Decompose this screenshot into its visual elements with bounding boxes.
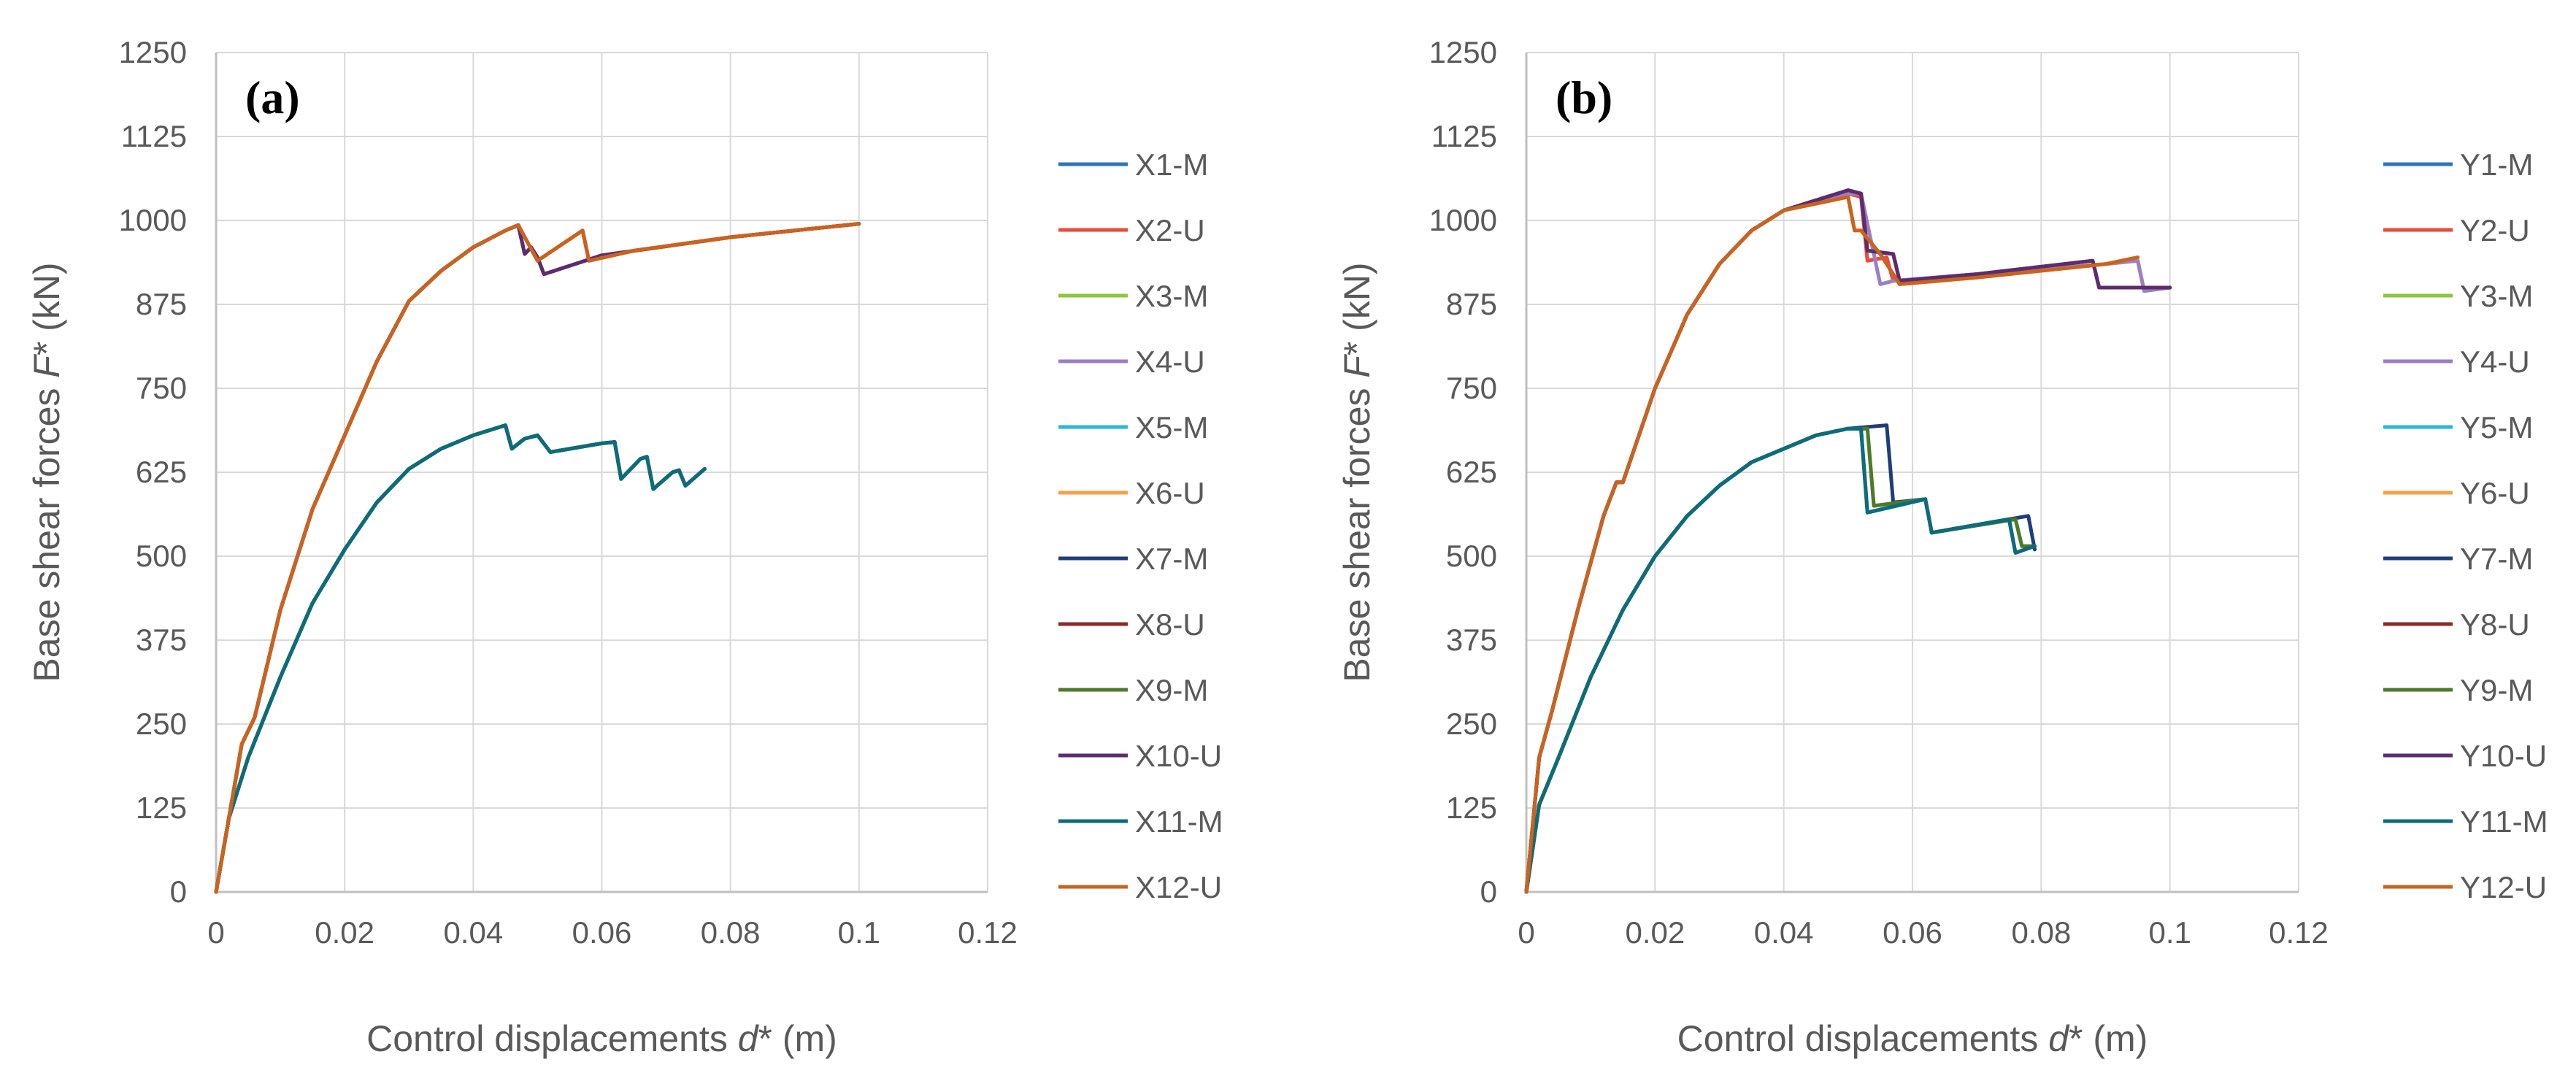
y-tick-label-b-1: 125 — [1446, 790, 1497, 825]
y-tick-label-b-8: 1000 — [1429, 203, 1497, 237]
series-line-x12-u — [214, 222, 861, 894]
legend-label-y10-u: Y10-U — [2460, 739, 2547, 773]
series-line-y12-u — [1524, 195, 2140, 894]
legend-label-y11-m: Y11-M — [2460, 804, 2548, 839]
series-line-y1-m — [1524, 426, 2037, 894]
y-tick-label-b-9: 1125 — [1431, 119, 1497, 153]
y-tick-label-a-10: 1250 — [119, 35, 187, 69]
y-axis-title-b: Base shear forces F* (kN) — [1337, 262, 1377, 682]
series-line-x8-u — [214, 222, 861, 894]
legend-label-x5-m: X5-M — [1135, 410, 1208, 445]
x-tick-label-a-0: 0 — [207, 915, 224, 950]
legend-label-y6-u: Y6-U — [2460, 476, 2530, 510]
legend-label-x12-u: X12-U — [1135, 870, 1222, 904]
legend-label-y4-u: Y4-U — [2460, 345, 2530, 379]
legend-label-y3-m: Y3-M — [2460, 279, 2533, 313]
y-tick-label-a-7: 875 — [136, 287, 187, 321]
series-line-y2-u — [1524, 191, 2172, 894]
series-line-y7-m — [1524, 423, 2037, 894]
series-line-x2-u — [214, 222, 861, 894]
series-line-x10-u — [214, 222, 861, 894]
legend-label-y7-m: Y7-M — [2460, 542, 2533, 576]
x-tick-label-a-4: 0.08 — [701, 915, 761, 950]
y-tick-label-a-6: 750 — [136, 371, 187, 405]
x-tick-label-a-6: 0.12 — [958, 915, 1018, 950]
x-tick-label-b-4: 0.08 — [2011, 915, 2071, 950]
x-tick-label-b-5: 0.1 — [2148, 915, 2191, 950]
series-line-y5-m — [1524, 426, 2037, 894]
legend-label-x6-u: X6-U — [1135, 476, 1205, 510]
series-line-y3-m — [1524, 426, 2037, 894]
y-tick-label-a-3: 375 — [136, 623, 187, 657]
y-tick-label-a-9: 1125 — [121, 119, 187, 153]
y-tick-label-b-7: 875 — [1446, 287, 1497, 321]
series-line-y8-u — [1524, 188, 2172, 894]
y-axis-title-a: Base shear forces F* (kN) — [26, 262, 67, 682]
y-tick-label-b-0: 0 — [1480, 874, 1497, 909]
x-tick-label-a-2: 0.04 — [443, 915, 503, 950]
y-tick-label-a-4: 500 — [136, 539, 187, 573]
panel-label-a: (a) — [245, 72, 300, 123]
y-tick-label-a-5: 625 — [136, 455, 187, 489]
y-tick-label-a-1: 125 — [136, 790, 187, 825]
series-line-y4-u — [1524, 191, 2172, 894]
x-tick-label-b-6: 0.12 — [2269, 915, 2329, 950]
series-line-y9-m — [1524, 426, 2037, 894]
y-tick-label-b-5: 625 — [1446, 455, 1497, 489]
series-line-x11-m — [214, 423, 707, 894]
y-tick-label-b-6: 750 — [1446, 371, 1497, 405]
legend-label-x4-u: X4-U — [1135, 345, 1205, 379]
legend-label-x11-m: X11-M — [1135, 804, 1223, 839]
panel-a: 0 125 250 375 500 625 750 875 1000 1125 1250 0 0.02 0… — [26, 35, 1223, 1059]
series-line-x6-u — [214, 222, 861, 894]
x-tick-label-b-1: 0.02 — [1625, 915, 1685, 950]
x-tick-label-a-5: 0.1 — [838, 915, 880, 950]
y-tick-label-b-2: 250 — [1446, 707, 1497, 741]
legend-label-x10-u: X10-U — [1135, 739, 1222, 773]
legend-label-y12-u: Y12-U — [2460, 870, 2547, 904]
x-tick-label-b-3: 0.06 — [1883, 915, 1942, 950]
y-tick-label-b-10: 1250 — [1429, 35, 1497, 69]
y-tick-label-a-2: 250 — [136, 707, 187, 741]
y-tick-label-b-3: 375 — [1446, 623, 1497, 657]
x-tick-label-b-2: 0.04 — [1754, 915, 1814, 950]
series-line-y11-m — [1524, 426, 2037, 894]
x-tick-label-b-0: 0 — [1518, 915, 1534, 950]
y-tick-label-a-0: 0 — [170, 874, 187, 909]
series-line-x4-u — [214, 222, 861, 894]
y-tick-label-b-4: 500 — [1446, 539, 1497, 573]
x-tick-label-a-3: 0.06 — [572, 915, 632, 950]
legend-label-x9-m: X9-M — [1135, 673, 1208, 707]
panel-label-b: (b) — [1556, 72, 1612, 123]
x-axis-title-a: Control displacements d* (m) — [366, 1018, 837, 1059]
legend-label-y9-m: Y9-M — [2460, 673, 2533, 707]
legend-label-x2-u: X2-U — [1135, 213, 1205, 247]
series-line-y6-u — [1524, 195, 2140, 894]
x-tick-label-a-1: 0.02 — [315, 915, 374, 950]
series-line-y10-u — [1524, 188, 2172, 894]
legend-label-y5-m: Y5-M — [2460, 410, 2533, 445]
legend-label-y2-u: Y2-U — [2460, 213, 2530, 247]
panel-b: 0 125 250 375 500 625 750 875 1000 1125 1250 0 0.02 0… — [1337, 35, 2548, 1059]
legend-label-y8-u: Y8-U — [2460, 607, 2530, 642]
legend-label-x8-u: X8-U — [1135, 607, 1205, 642]
x-axis-title-b: Control displacements d* (m) — [1677, 1018, 2148, 1059]
legend-label-x3-m: X3-M — [1135, 279, 1208, 313]
legend-label-x1-m: X1-M — [1135, 147, 1208, 182]
y-tick-label-a-8: 1000 — [119, 203, 187, 237]
legend-label-y1-m: Y1-M — [2460, 147, 2533, 182]
legend-label-x7-m: X7-M — [1135, 542, 1208, 576]
